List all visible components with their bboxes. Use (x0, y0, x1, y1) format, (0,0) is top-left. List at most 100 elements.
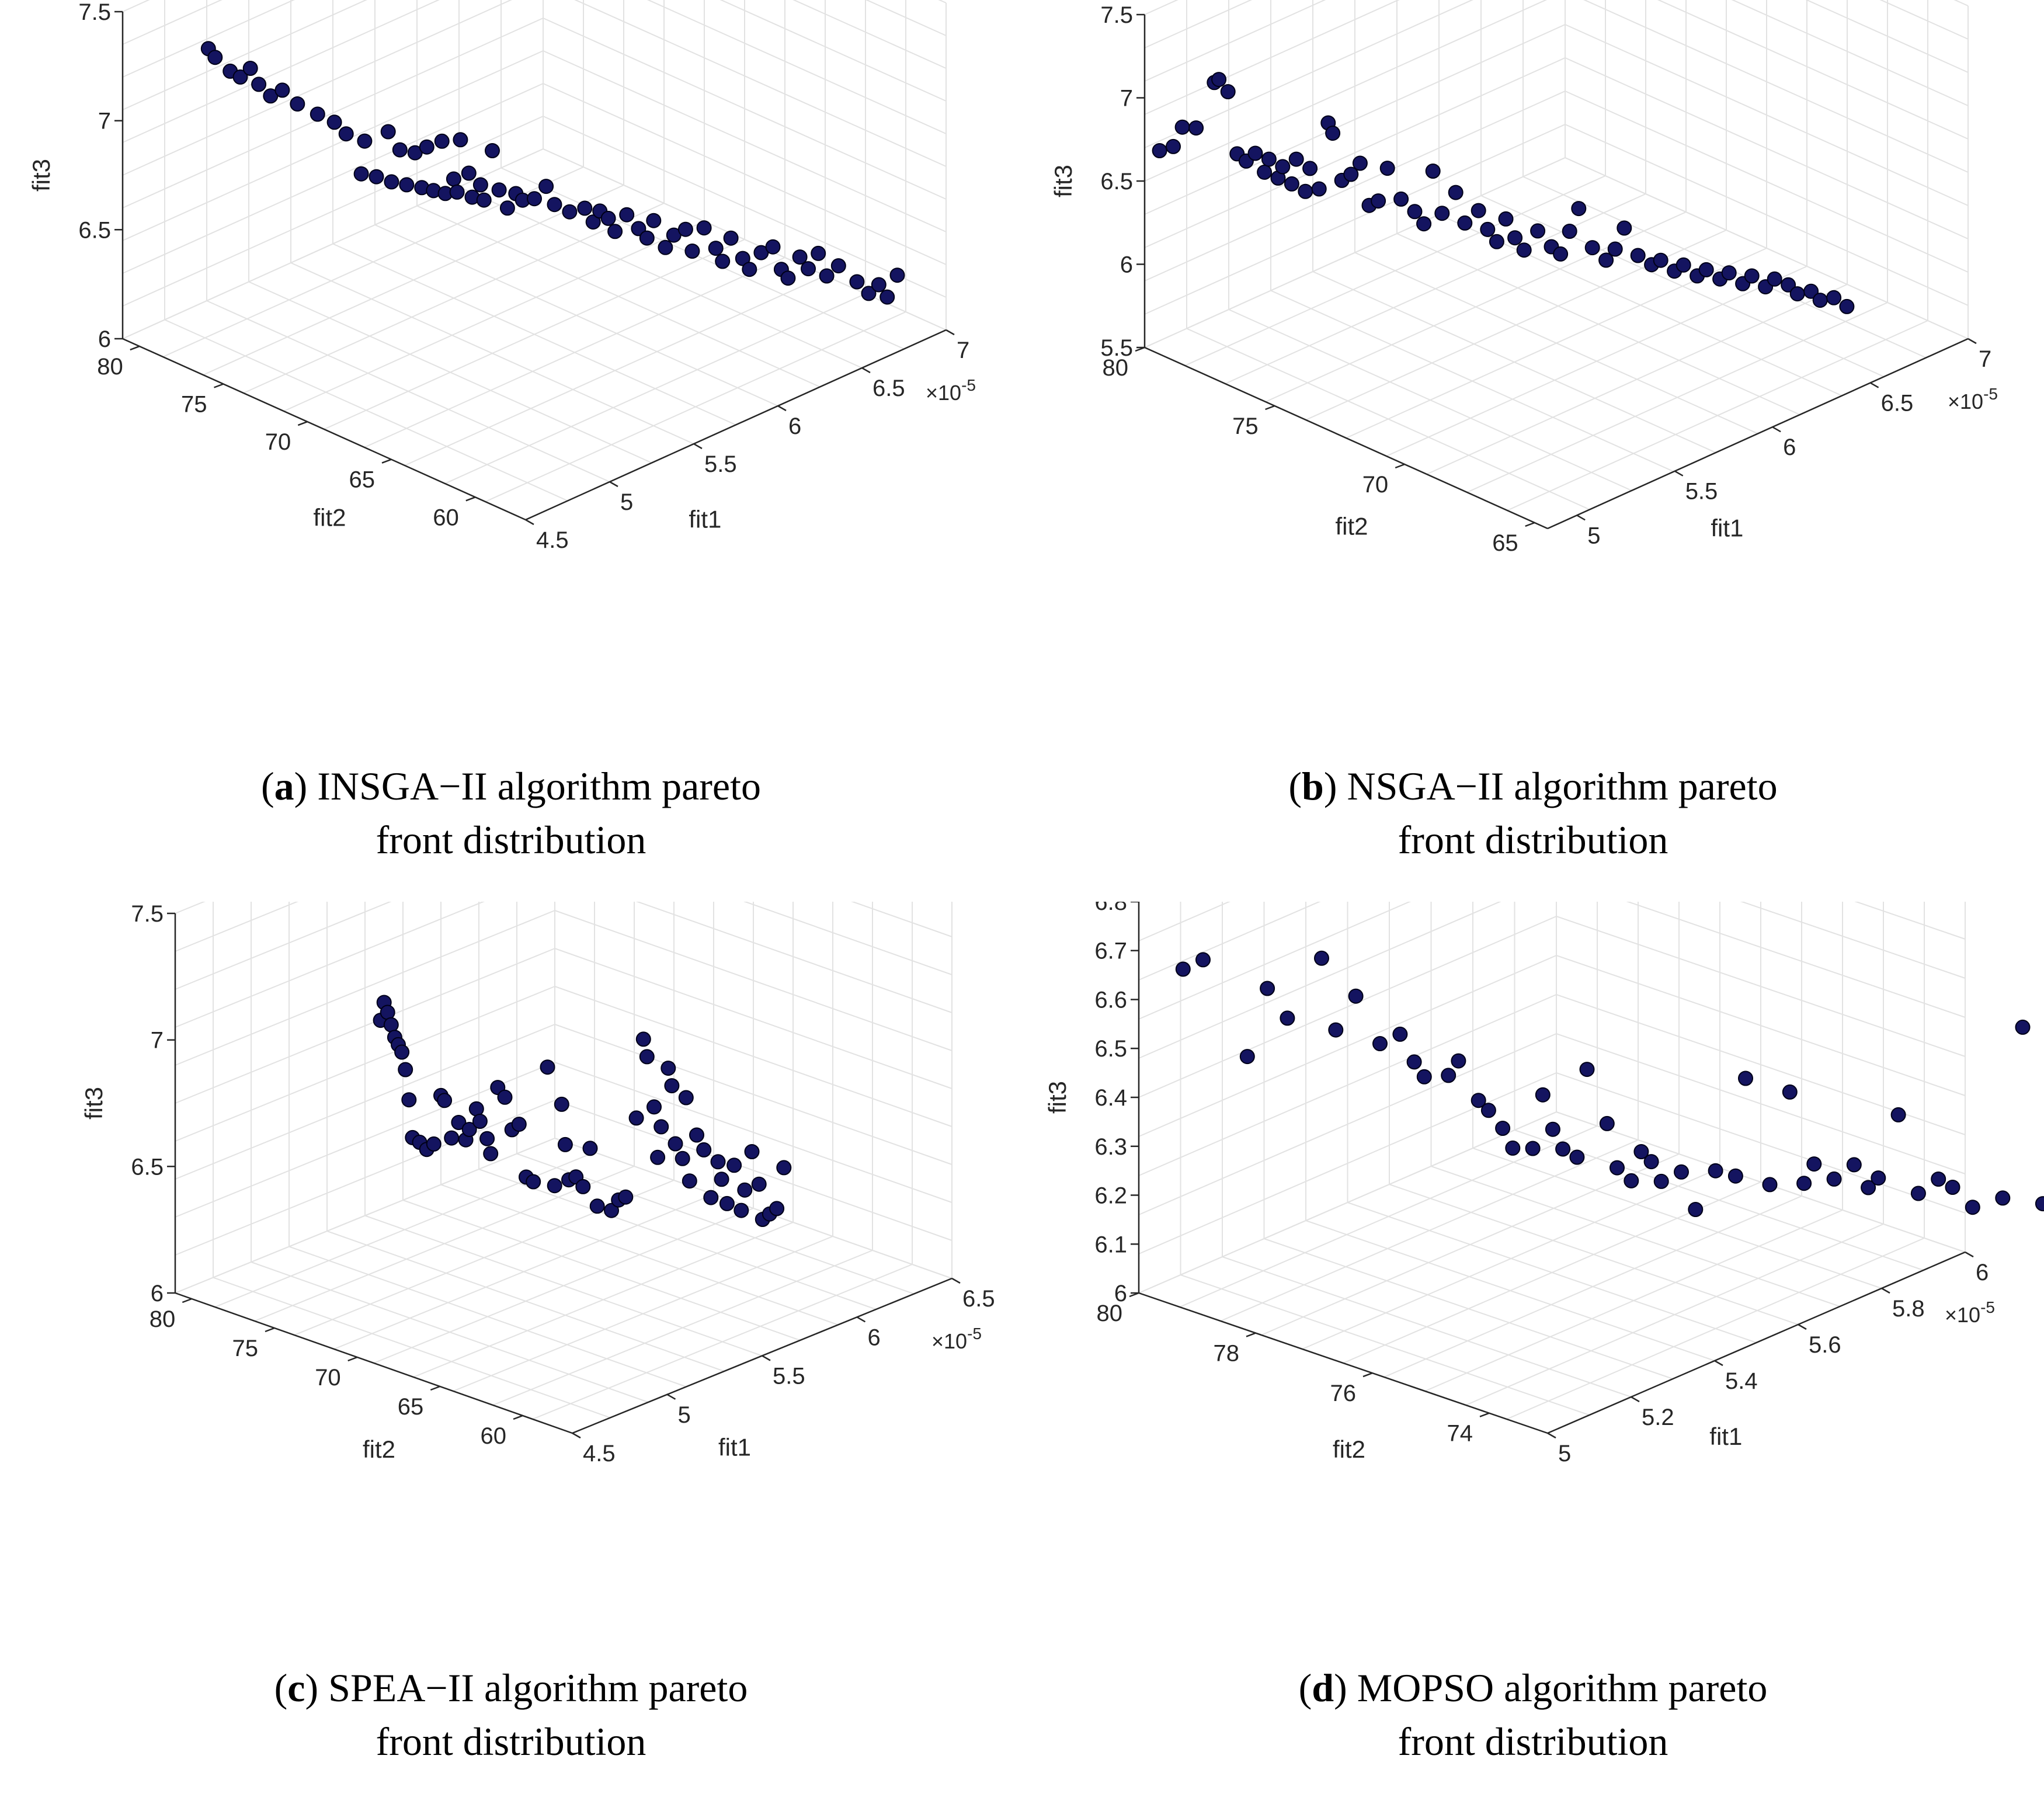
y-tick-label: 60 (433, 505, 459, 530)
data-point (776, 1160, 792, 1176)
gridline (1565, 91, 1969, 273)
data-point (1247, 145, 1263, 161)
x-tick-label: 5.2 (1642, 1405, 1674, 1430)
z-tick-label: 6.6 (1094, 988, 1127, 1013)
data-point (398, 1062, 413, 1077)
caption-text-line2: front distribution (376, 818, 646, 862)
x-tick-mark (1881, 1287, 1890, 1294)
data-point (538, 179, 554, 194)
data-point (1302, 161, 1318, 176)
gridline (175, 910, 555, 1066)
x-tick-label: 6.5 (1881, 391, 1914, 416)
y-tick-mark (214, 383, 224, 388)
z-tick-label: 6.1 (1094, 1232, 1127, 1257)
gridline (1854, 902, 1966, 940)
gridline (1138, 902, 1501, 1059)
data-point (380, 124, 396, 140)
data-point (1569, 1149, 1585, 1165)
data-point (472, 1114, 488, 1129)
y-tick-mark (182, 1298, 192, 1304)
data-point (639, 230, 655, 246)
data-point (1624, 1173, 1639, 1188)
x-multiplier: ×10 (931, 1329, 967, 1353)
data-point (1195, 952, 1211, 968)
z-tick-label: 5.5 (1100, 335, 1133, 361)
data-point (1166, 138, 1181, 154)
axis-lines (1129, 902, 1974, 1439)
x-tick-mark (525, 519, 534, 526)
gridline (122, 50, 544, 241)
data-point (646, 1099, 662, 1115)
data-point (547, 1178, 562, 1194)
data-point (1910, 1186, 1926, 1201)
data-point (1348, 988, 1364, 1004)
y-tick-label: 75 (1232, 413, 1259, 439)
x-tick-label: 4.5 (583, 1441, 616, 1466)
gridline (453, 1236, 833, 1392)
gridline (554, 1024, 953, 1165)
gridline (574, 0, 947, 167)
gridline (1138, 1033, 1557, 1215)
gridline (364, 257, 785, 448)
gridline (1556, 916, 1966, 1057)
data-point (1630, 248, 1646, 263)
data-point (1280, 1010, 1295, 1026)
data-point (1530, 223, 1546, 239)
gridline (1565, 24, 1969, 206)
y-tick-mark (430, 1385, 440, 1391)
data-point (735, 251, 750, 266)
data-point (1516, 242, 1532, 258)
x-tick-label: 5 (1587, 523, 1600, 548)
data-point (664, 1078, 680, 1094)
data-point (357, 133, 373, 149)
y-tick-mark (297, 420, 308, 426)
data-point (1806, 1156, 1822, 1172)
data-point (1653, 252, 1668, 268)
data-point (383, 1017, 399, 1033)
caption-letter: c (287, 1666, 305, 1710)
x-tick-mark (609, 481, 618, 488)
data-point (1965, 1200, 1980, 1215)
x-axis-label: fit1 (718, 1434, 751, 1461)
data-point (1890, 1107, 1906, 1122)
y-tick-label: 80 (1097, 1301, 1123, 1326)
panel-a: 4.5 5 5.5 6 6.5 7 60 65 70 75 80 6 6.5 7 7.5 fit1 fit2 fi… (0, 0, 1022, 902)
y-tick-mark (265, 1327, 275, 1333)
data-point (242, 61, 258, 76)
data-point (399, 177, 415, 193)
gridline (1144, 0, 1253, 48)
x-tick-mark (951, 1277, 961, 1284)
caption-d: (d) MOPSO algorithm pareto front distribu… (1022, 1661, 2044, 1768)
data-point (274, 82, 290, 98)
gridline (122, 148, 544, 339)
data-point (889, 267, 905, 283)
caption-text-line1: NSGA−II algorithm pareto (1347, 764, 1778, 808)
data-point (290, 96, 305, 112)
x-tick-mark (1772, 426, 1781, 433)
z-axis-label: fit3 (27, 159, 55, 192)
gridline (1138, 994, 1557, 1176)
data-point (1562, 224, 1577, 239)
data-point (444, 1130, 460, 1146)
data-point (326, 114, 342, 130)
data-point (1762, 1177, 1778, 1193)
y-axis-line (1144, 346, 1548, 530)
x-axis-label: fit1 (1709, 1423, 1742, 1450)
gridline (1220, 1139, 1639, 1322)
x-tick-mark (1965, 1251, 1974, 1258)
data-point (658, 239, 673, 255)
z-tick-label: 6 (1120, 252, 1133, 278)
z-tick-label: 6.4 (1094, 1085, 1127, 1111)
caption-text-line2: front distribution (1398, 1719, 1668, 1764)
gridline (122, 83, 544, 274)
data-point (540, 1059, 555, 1075)
data-point (737, 1182, 753, 1198)
data-point (703, 1190, 719, 1205)
data-point (1721, 265, 1737, 281)
data-point (726, 1158, 742, 1173)
data-point (639, 1049, 655, 1065)
data-point (1489, 234, 1504, 249)
data-point (1416, 216, 1432, 232)
data-point (849, 274, 865, 290)
data-point (675, 1150, 690, 1166)
